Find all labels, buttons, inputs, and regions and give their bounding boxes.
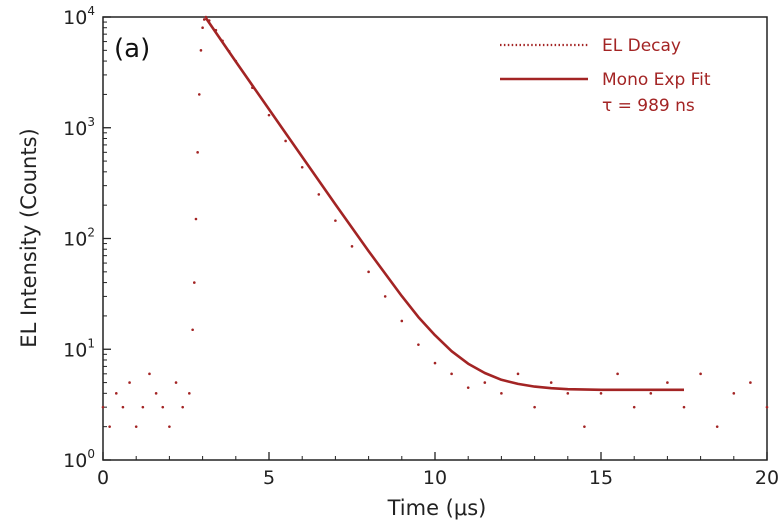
el-decay-point: [466, 386, 470, 389]
el-decay-point: [682, 405, 686, 409]
y-axis-title: EL Intensity (Counts): [17, 128, 41, 347]
el-decay-point: [334, 219, 337, 222]
el-decay-point: [114, 392, 118, 395]
el-decay-point: [632, 405, 636, 409]
x-axis: 0 5 10 15 20: [97, 452, 779, 489]
x-tick-label: 5: [263, 467, 275, 489]
panel-label: (a): [114, 34, 150, 64]
el-decay-point: [194, 217, 198, 221]
el-decay-point: [483, 381, 487, 384]
el-decay-point: [500, 392, 503, 395]
el-decay-point: [148, 372, 151, 376]
el-decay-point: [533, 405, 536, 409]
el-decay-point: [300, 165, 304, 169]
el-decay-point: [174, 381, 178, 384]
el-decay-point: [121, 405, 125, 409]
mono-exp-fit-series: [204, 17, 684, 392]
el-decay-point: [433, 361, 437, 365]
el-decay-point: [317, 193, 321, 196]
el-decay-point: [284, 139, 287, 143]
y-tick-label: 101: [63, 336, 95, 361]
el-decay-point: [350, 245, 354, 248]
el-decay-point: [134, 425, 138, 428]
el-decay-point: [649, 392, 653, 395]
el-decay-point: [566, 392, 570, 395]
legend: EL Decay Mono Exp Fit τ = 989 ns: [500, 36, 711, 116]
el-decay-point: [168, 425, 171, 428]
x-tick-label: 10: [423, 467, 447, 489]
el-decay-point: [699, 372, 702, 376]
legend-mono-exp-fit-label: Mono Exp Fit: [602, 70, 711, 90]
el-decay-point: [715, 425, 719, 428]
x-tick-label: 15: [589, 467, 613, 489]
y-tick-label: 103: [63, 115, 95, 140]
el-decay-point: [161, 405, 165, 409]
el-decay-point: [417, 343, 420, 346]
y-tick-label: 100: [63, 447, 95, 472]
el-decay-point: [549, 381, 553, 384]
el-decay-point: [383, 295, 387, 298]
x-axis-title: Time (μs): [387, 496, 487, 520]
el-decay-point: [128, 381, 131, 384]
y-tick-label: 104: [63, 4, 95, 29]
el-decay-point: [450, 372, 453, 376]
el-decay-point: [191, 328, 194, 332]
el-decay-point: [108, 425, 111, 428]
x-tick-label: 0: [97, 467, 109, 489]
el-decay-point: [199, 49, 203, 52]
el-decay-point: [666, 381, 669, 384]
el-decay-point: [599, 392, 603, 395]
x-tick-label: 20: [755, 467, 779, 489]
legend-tau-annotation: τ = 989 ns: [602, 96, 695, 116]
el-decay-point: [201, 26, 204, 30]
el-decay-point: [181, 405, 184, 409]
el-decay-point: [267, 113, 271, 117]
el-decay-point: [616, 372, 619, 376]
el-decay-point: [400, 319, 404, 323]
el-decay-point: [141, 405, 145, 409]
y-tick-label: 102: [63, 226, 95, 251]
el-decay-point: [749, 381, 752, 384]
el-decay-point: [197, 93, 201, 96]
el-decay-point: [193, 281, 196, 284]
el-decay-point: [583, 425, 586, 428]
el-decay-point: [367, 270, 370, 274]
el-decay-point: [188, 392, 191, 395]
el-decay-point: [196, 151, 199, 154]
el-decay-point: [101, 405, 105, 409]
legend-el-decay-label: EL Decay: [602, 36, 681, 56]
el-decay-point: [732, 392, 736, 395]
mono-exp-fit-line: [204, 17, 684, 392]
el-decay-point: [765, 405, 769, 409]
y-axis: 100 101 102 103 104: [63, 4, 111, 472]
el-decay-point: [516, 372, 520, 376]
el-decay-point: [154, 392, 158, 395]
